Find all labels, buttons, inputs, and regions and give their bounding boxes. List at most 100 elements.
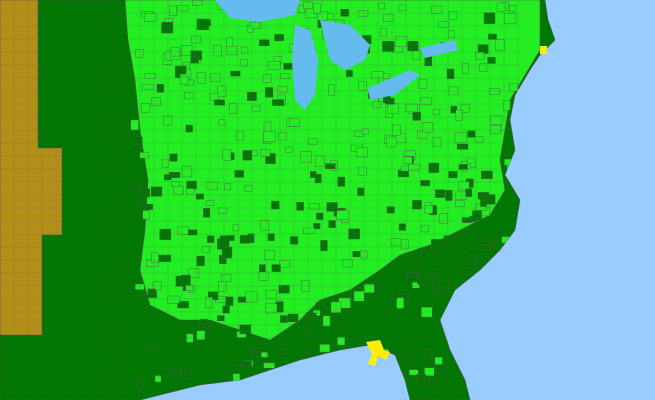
- county-patch: [263, 362, 275, 369]
- county-patch: [478, 244, 492, 251]
- county-patch: [222, 305, 230, 314]
- county-patch: [190, 56, 199, 64]
- county-patch: [230, 70, 241, 77]
- county-patch: [319, 344, 330, 353]
- county-patch: [429, 376, 437, 385]
- county-patch: [203, 208, 211, 218]
- county-patch: [509, 5, 516, 12]
- county-patch: [141, 103, 151, 113]
- county-patch: [192, 0, 203, 7]
- county-patch: [263, 131, 276, 142]
- lake-michigan: [292, 25, 318, 110]
- county-patch: [372, 101, 382, 108]
- county-patch: [240, 59, 248, 67]
- county-patch: [245, 291, 258, 303]
- county-patch: [274, 34, 284, 42]
- county-patch: [448, 171, 458, 179]
- county-patch: [161, 158, 169, 168]
- county-patch: [261, 352, 268, 358]
- county-patch: [142, 204, 153, 210]
- county-patch: [242, 150, 253, 161]
- county-patch: [280, 315, 288, 323]
- county-patch: [206, 181, 218, 190]
- county-patch: [398, 223, 406, 231]
- county-patch: [137, 377, 144, 388]
- county-patch: [188, 268, 200, 278]
- county-patch: [264, 249, 275, 260]
- county-patch: [280, 73, 290, 80]
- county-patch: [163, 115, 173, 126]
- county-patch: [408, 164, 420, 171]
- county-patch: [455, 191, 467, 200]
- county-patch: [177, 301, 190, 309]
- county-patch: [421, 225, 429, 233]
- county-patch: [265, 290, 277, 299]
- county-patch: [456, 143, 469, 150]
- county-patch: [276, 344, 288, 355]
- county-patch: [186, 180, 197, 190]
- county-patch: [386, 136, 397, 148]
- county-patch: [199, 323, 210, 331]
- county-patch: [435, 189, 446, 198]
- county-patch: [290, 236, 299, 245]
- county-patch: [135, 283, 145, 290]
- county-patch: [234, 170, 244, 178]
- county-patch: [390, 238, 402, 247]
- county-patch: [336, 210, 349, 221]
- county-patch: [184, 92, 194, 100]
- county-patch: [448, 30, 455, 38]
- county-patch: [488, 238, 496, 245]
- county-patch: [267, 233, 275, 241]
- county-patch: [219, 235, 230, 246]
- county-patch: [222, 149, 232, 161]
- county-patch: [150, 186, 163, 197]
- county-patch: [399, 351, 409, 358]
- county-patch: [437, 280, 450, 292]
- county-patch: [412, 49, 421, 60]
- county-patch: [405, 103, 418, 113]
- county-patch: [308, 138, 318, 145]
- county-patch: [169, 153, 178, 162]
- county-patch: [186, 333, 194, 343]
- county-patch: [187, 229, 198, 236]
- county-patch: [130, 119, 139, 131]
- county-patch: [310, 171, 317, 178]
- county-patch: [185, 285, 193, 291]
- county-patch: [479, 63, 488, 72]
- county-patch: [454, 131, 467, 143]
- county-patch: [450, 105, 458, 114]
- county-patch: [209, 73, 222, 83]
- county-patch: [232, 224, 240, 232]
- county-patch: [316, 212, 324, 220]
- county-patch: [142, 210, 150, 220]
- county-patch: [325, 163, 336, 169]
- county-patch: [353, 291, 365, 302]
- county-patch: [147, 288, 156, 295]
- county-patch: [161, 22, 174, 34]
- county-patch: [340, 8, 349, 17]
- county-patch: [458, 181, 470, 191]
- county-patch: [420, 97, 432, 106]
- county-patch: [418, 247, 426, 255]
- county-patch: [173, 185, 184, 195]
- county-patch: [223, 183, 231, 190]
- county-patch: [244, 185, 253, 192]
- county-patch: [139, 152, 150, 159]
- county-patch: [179, 75, 189, 85]
- county-patch: [135, 49, 144, 58]
- county-patch: [265, 303, 278, 314]
- county-patch: [420, 180, 430, 187]
- county-patch: [175, 275, 188, 287]
- county-patch: [488, 88, 501, 95]
- county-patch: [317, 10, 328, 21]
- county-patch: [235, 130, 244, 141]
- county-patch: [278, 132, 287, 141]
- county-patch: [359, 337, 368, 345]
- county-patch: [260, 220, 270, 231]
- county-patch: [177, 226, 189, 235]
- county-patch: [239, 235, 250, 244]
- county-patch: [209, 93, 219, 101]
- county-patch: [285, 146, 294, 153]
- county-patch: [214, 99, 225, 106]
